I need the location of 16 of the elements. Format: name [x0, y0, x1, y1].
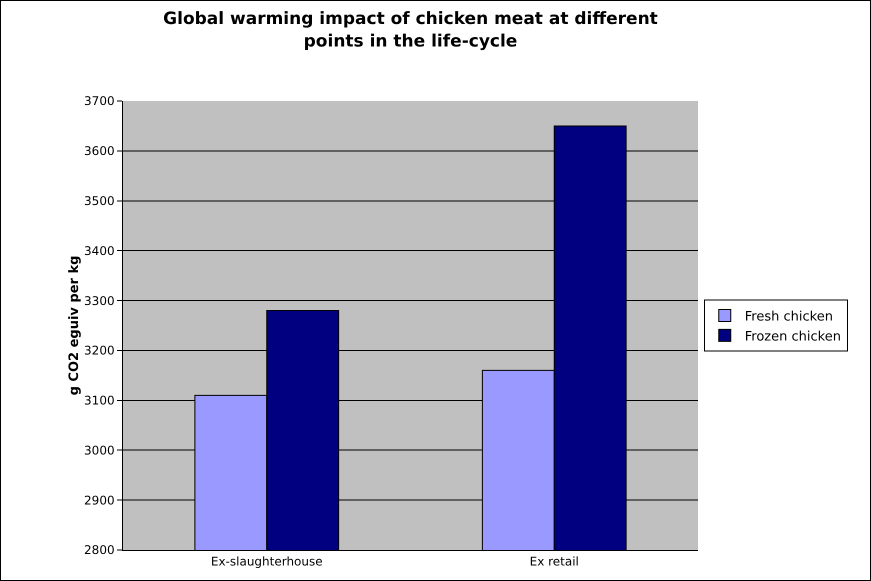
y-tick-label: 3200 [84, 344, 115, 358]
x-tick-label: Ex-slaughterhouse [210, 554, 323, 568]
y-tick-label: 3500 [84, 194, 115, 208]
y-tick-label: 2900 [84, 493, 115, 508]
chart-title: Global warming impact of chicken meat at different points in the life-cycle [163, 9, 658, 52]
y-tick-label: 3000 [84, 443, 115, 458]
y-tick-label: 3400 [84, 244, 115, 258]
y-tick-label: 3300 [84, 294, 115, 308]
y-axis-title: g CO2 eguiv per kg [67, 256, 82, 396]
y-tick-label: 3700 [84, 94, 115, 108]
y-tick-label: 3600 [84, 144, 115, 158]
legend-label: Frozen chicken [744, 329, 841, 344]
legend-label: Fresh chicken [744, 310, 833, 325]
y-tick-label: 2800 [84, 543, 115, 558]
y-tick-label: 3100 [84, 394, 115, 408]
x-tick-label: Ex retail [530, 554, 579, 568]
